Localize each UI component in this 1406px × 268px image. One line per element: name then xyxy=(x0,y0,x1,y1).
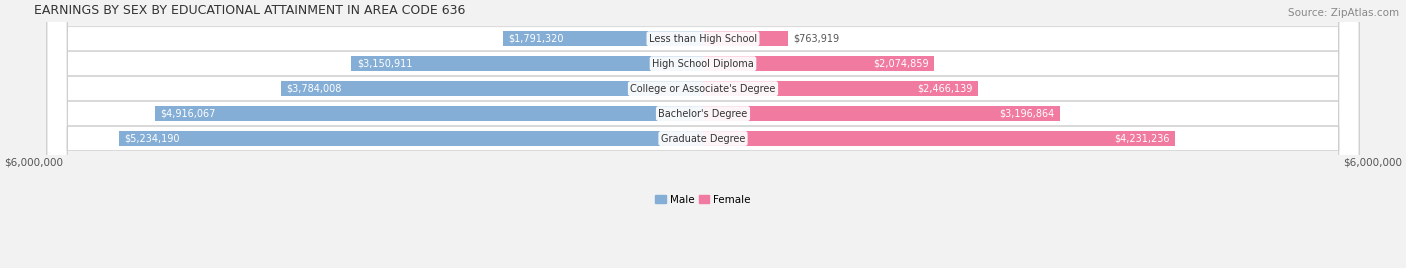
Text: College or Associate's Degree: College or Associate's Degree xyxy=(630,84,776,94)
Bar xyxy=(703,81,979,96)
Bar xyxy=(155,106,703,121)
Text: $1,791,320: $1,791,320 xyxy=(509,34,564,44)
Text: Source: ZipAtlas.com: Source: ZipAtlas.com xyxy=(1288,8,1399,18)
Bar xyxy=(703,106,1060,121)
FancyBboxPatch shape xyxy=(46,0,1360,268)
Text: $3,784,008: $3,784,008 xyxy=(287,84,342,94)
Bar xyxy=(703,131,1175,146)
Legend: Male, Female: Male, Female xyxy=(651,191,755,209)
Text: $5,234,190: $5,234,190 xyxy=(125,133,180,144)
Text: $4,916,067: $4,916,067 xyxy=(160,109,215,118)
Text: $2,466,139: $2,466,139 xyxy=(917,84,973,94)
Text: Less than High School: Less than High School xyxy=(650,34,756,44)
Text: $2,074,859: $2,074,859 xyxy=(873,59,929,69)
FancyBboxPatch shape xyxy=(46,0,1360,268)
Bar xyxy=(281,81,703,96)
Bar xyxy=(703,31,789,46)
Text: Bachelor's Degree: Bachelor's Degree xyxy=(658,109,748,118)
Text: $3,196,864: $3,196,864 xyxy=(1000,109,1054,118)
Bar xyxy=(352,56,703,71)
Text: $4,231,236: $4,231,236 xyxy=(1114,133,1170,144)
Bar xyxy=(120,131,703,146)
FancyBboxPatch shape xyxy=(46,0,1360,268)
Bar xyxy=(503,31,703,46)
Text: $763,919: $763,919 xyxy=(793,34,839,44)
Text: EARNINGS BY SEX BY EDUCATIONAL ATTAINMENT IN AREA CODE 636: EARNINGS BY SEX BY EDUCATIONAL ATTAINMEN… xyxy=(34,4,465,17)
FancyBboxPatch shape xyxy=(46,0,1360,268)
Text: Graduate Degree: Graduate Degree xyxy=(661,133,745,144)
FancyBboxPatch shape xyxy=(46,0,1360,268)
Text: $3,150,911: $3,150,911 xyxy=(357,59,412,69)
Bar xyxy=(703,56,935,71)
Text: High School Diploma: High School Diploma xyxy=(652,59,754,69)
